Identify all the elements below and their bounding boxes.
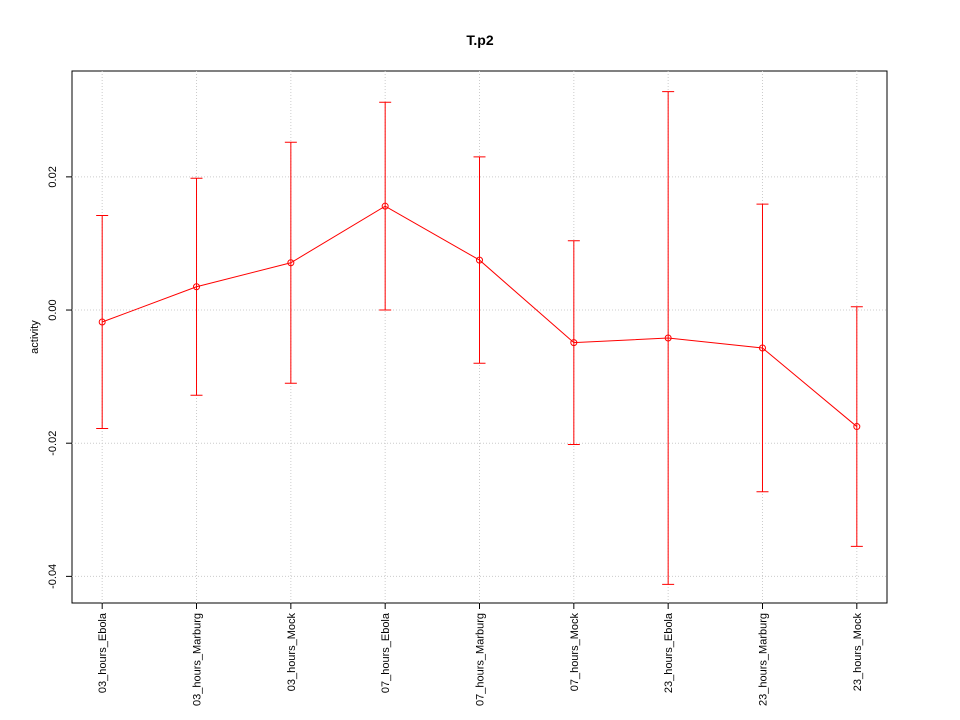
y-tick-label: -0.02 [47,431,59,456]
error-bar [567,240,580,446]
x-tick-label: 07_hours_Mock [569,613,581,692]
point [476,256,483,264]
point [193,283,201,291]
x-tick-label: 03_hours_Marburg [192,613,204,706]
point [287,259,295,267]
y-axis-label: activity [29,320,41,354]
point [98,318,106,326]
point [853,423,861,431]
y-tick-label: 0.00 [47,299,59,320]
y-tick-label: -0.04 [47,564,59,589]
error-bar [662,91,675,585]
error-bar [96,214,109,430]
x-tick-label: 03_hours_Mock [286,613,298,692]
chart-title: T.p2 [466,32,493,48]
error-bar [284,141,297,384]
point [381,202,389,210]
error-bar [756,203,769,493]
x-tick-label: 07_hours_Ebola [380,612,392,693]
x-tick-label: 23_hours_Ebola [663,612,675,693]
y-tick-label: 0.02 [47,166,59,187]
error-bar [379,101,392,311]
x-tick-label: 23_hours_Marburg [757,613,769,706]
point [758,344,766,352]
point [664,334,672,342]
error-bar [850,306,863,547]
x-tick-label: 07_hours_Marburg [475,613,487,706]
error-bar [473,156,486,364]
x-tick-label: 23_hours_Mock [852,613,864,692]
error-bar [190,177,203,396]
point [570,339,578,347]
x-tick-label: 03_hours_Ebola [97,612,109,693]
